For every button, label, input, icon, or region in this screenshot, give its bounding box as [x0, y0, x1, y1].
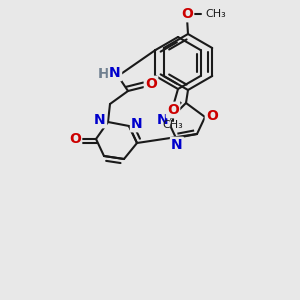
Text: O: O	[206, 109, 218, 123]
Text: O: O	[145, 77, 157, 91]
Text: CH₃: CH₃	[205, 9, 226, 19]
Text: N: N	[109, 66, 121, 80]
Text: O: O	[69, 132, 81, 146]
Text: CH₃: CH₃	[163, 120, 183, 130]
Text: O: O	[167, 103, 179, 117]
Text: N: N	[157, 113, 169, 127]
Text: N: N	[131, 117, 143, 131]
Text: H: H	[98, 67, 110, 81]
Text: O: O	[181, 7, 193, 21]
Text: N: N	[171, 138, 183, 152]
Text: N: N	[94, 113, 106, 127]
